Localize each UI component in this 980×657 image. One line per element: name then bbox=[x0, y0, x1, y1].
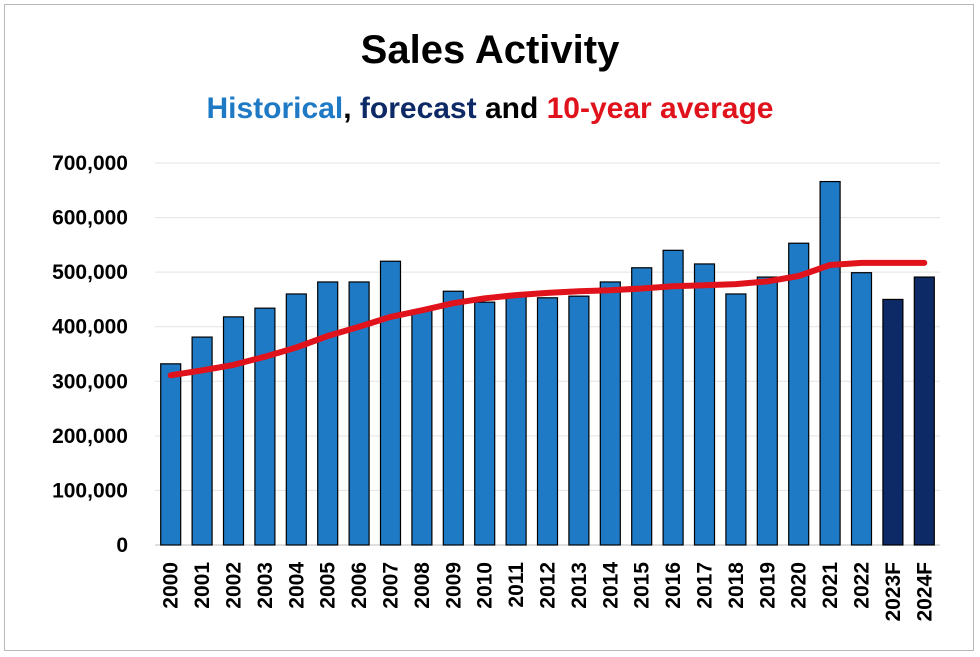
y-tick-label: 400,000 bbox=[52, 316, 128, 339]
bar-2006 bbox=[348, 281, 370, 546]
chart-subtitle: Historical, forecast and 10-year average bbox=[0, 92, 980, 126]
bar-2002 bbox=[222, 316, 245, 546]
x-tick-label: 2021 bbox=[819, 562, 842, 609]
bar-2007 bbox=[379, 260, 402, 546]
x-tick-label: 2018 bbox=[725, 562, 748, 609]
x-tick-label: 2009 bbox=[442, 562, 465, 609]
y-tick-label: 500,000 bbox=[52, 261, 128, 284]
bar-2009 bbox=[442, 290, 464, 546]
bar-2008 bbox=[411, 309, 433, 546]
subtitle-historical: Historical bbox=[206, 92, 344, 125]
y-tick-label: 0 bbox=[116, 534, 128, 557]
subtitle-separator: , bbox=[343, 92, 360, 125]
x-tick-label: 2014 bbox=[599, 562, 622, 609]
bar-2005 bbox=[317, 281, 339, 546]
x-tick-label: 2017 bbox=[694, 562, 717, 609]
x-tick-label: 2016 bbox=[662, 562, 685, 609]
x-tick-label: 2005 bbox=[317, 562, 340, 609]
bar-2023F bbox=[882, 298, 904, 546]
x-tick-label: 2013 bbox=[568, 562, 591, 609]
y-tick-label: 700,000 bbox=[52, 152, 128, 175]
x-tick-label: 2011 bbox=[505, 562, 528, 608]
bar-2013 bbox=[568, 295, 590, 546]
bar-2003 bbox=[254, 307, 276, 546]
x-tick-label: 2004 bbox=[285, 562, 308, 609]
ten-year-average-line bbox=[167, 259, 928, 379]
y-tick-label: 300,000 bbox=[52, 370, 128, 393]
bar-2016 bbox=[662, 249, 684, 546]
subtitle-forecast: forecast bbox=[359, 92, 477, 125]
x-tick-label: 2000 bbox=[160, 562, 183, 609]
bar-2021 bbox=[819, 180, 841, 546]
y-tick-label: 600,000 bbox=[52, 207, 128, 230]
bar-2004 bbox=[285, 293, 307, 546]
bar-2020 bbox=[788, 242, 810, 546]
bar-2017 bbox=[693, 263, 716, 546]
bar-2011 bbox=[505, 296, 527, 546]
x-tick-label: 2015 bbox=[631, 562, 654, 609]
y-tick-label: 200,000 bbox=[52, 425, 128, 448]
x-tick-label: 2020 bbox=[788, 562, 811, 609]
x-tick-label: 2002 bbox=[223, 562, 246, 609]
x-tick-label: 2010 bbox=[474, 562, 497, 609]
x-tick-label: 2012 bbox=[537, 562, 560, 609]
subtitle-average: 10-year average bbox=[546, 92, 774, 125]
x-tick-label: 2003 bbox=[254, 562, 277, 609]
y-tick-label: 100,000 bbox=[52, 479, 128, 502]
x-tick-label: 2019 bbox=[756, 562, 779, 609]
bar-2024F bbox=[913, 276, 935, 546]
subtitle-and: and bbox=[476, 92, 547, 125]
x-tick-label: 2023F bbox=[882, 562, 905, 622]
x-tick-label: 2007 bbox=[380, 562, 403, 609]
x-tick-label: 2006 bbox=[348, 562, 371, 609]
x-tick-label: 2022 bbox=[851, 562, 874, 609]
x-tick-label: 2001 bbox=[191, 562, 214, 609]
bar-2010 bbox=[474, 301, 496, 546]
bar-2000 bbox=[160, 363, 182, 546]
bar-2012 bbox=[536, 297, 559, 546]
bar-2018 bbox=[725, 293, 747, 546]
bar-2019 bbox=[756, 276, 778, 546]
chart-title: Sales Activity bbox=[360, 28, 620, 72]
bar-2022 bbox=[850, 272, 873, 546]
x-tick-label: 2024F bbox=[913, 562, 936, 622]
bar-2014 bbox=[599, 281, 621, 546]
bar-2001 bbox=[191, 336, 213, 546]
x-tick-label: 2008 bbox=[411, 562, 434, 609]
bar-2015 bbox=[631, 267, 653, 546]
